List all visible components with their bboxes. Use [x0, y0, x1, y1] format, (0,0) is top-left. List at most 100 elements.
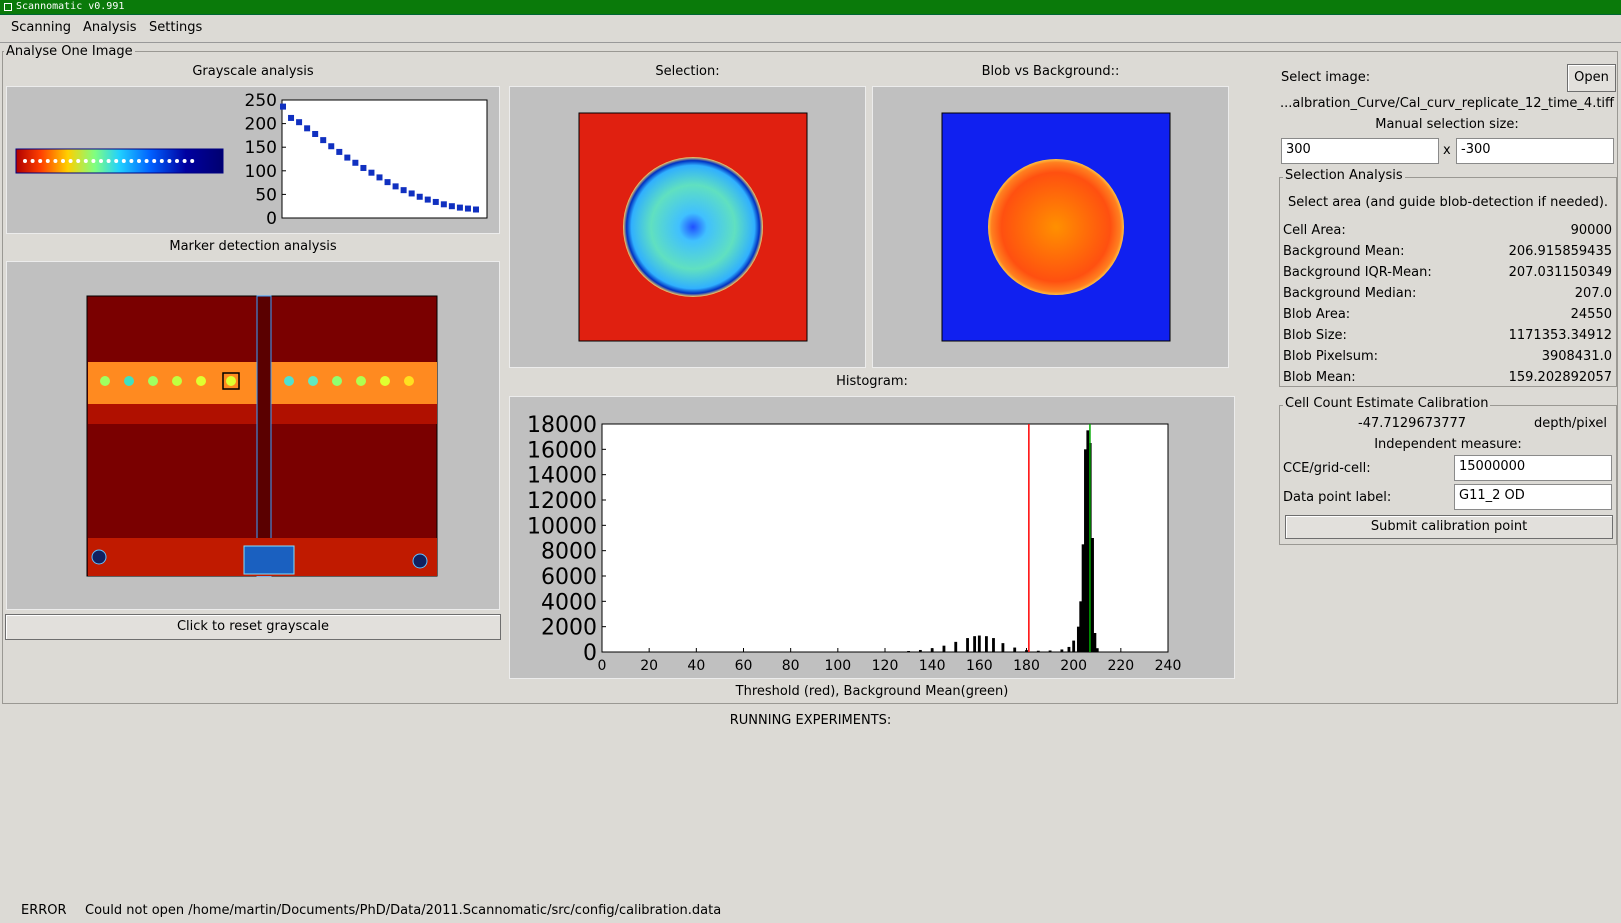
histogram-bar [1067, 646, 1071, 652]
histogram-bar [1084, 449, 1087, 652]
running-experiments-title: RUNNING EXPERIMENTS: [729, 713, 892, 728]
grayscale-strip-dot [99, 159, 103, 163]
window-menu-icon[interactable] [4, 3, 12, 11]
status-level: ERROR [21, 903, 67, 918]
selection-hint: Select area (and guide blob-detection if… [1287, 195, 1609, 210]
histogram-xtick-label: 200 [1060, 658, 1087, 674]
marker-selection-box[interactable] [222, 372, 240, 390]
selection-analysis-title: Selection Analysis [1283, 168, 1405, 183]
marker-area [6, 261, 500, 610]
selection-analysis-row-value: 159.202892057 [1508, 370, 1612, 385]
grayscale-strip-dot [121, 159, 126, 163]
blob-title: Blob vs Background:: [981, 64, 1120, 79]
reset-grayscale-button[interactable]: Click to reset grayscale [5, 614, 501, 640]
grayscale-point [336, 148, 343, 155]
grayscale-ytick-label: 150 [245, 138, 277, 158]
grayscale-point [352, 159, 359, 166]
selection-analysis-row-label: Blob Mean: [1283, 370, 1356, 385]
selection-analysis-row-value: 24550 [1570, 307, 1612, 322]
grayscale-strip-dot [137, 159, 141, 163]
grayscale-point [344, 154, 351, 161]
submit-calibration-button[interactable]: Submit calibration point [1285, 515, 1613, 539]
marker-dot [356, 376, 366, 386]
grayscale-point [400, 187, 407, 194]
histogram-bar [1095, 648, 1099, 652]
open-button[interactable]: Open [1567, 64, 1616, 92]
selection-analysis-row-label: Cell Area: [1283, 223, 1346, 238]
histogram-bar [984, 636, 988, 652]
selection-image[interactable] [510, 87, 865, 367]
panel-title: Analyse One Image [4, 44, 135, 59]
menu-scanning[interactable]: Scanning [11, 20, 71, 35]
histogram-bar [1036, 650, 1040, 652]
marker-dot [308, 376, 318, 386]
histogram-xtick-label: 240 [1155, 658, 1182, 674]
histogram-title: Histogram: [836, 374, 908, 389]
data-point-label-input[interactable]: G11_2 OD [1454, 484, 1612, 510]
grayscale-title: Grayscale analysis [192, 64, 314, 79]
selection-analysis-row-label: Background Mean: [1283, 244, 1405, 259]
marker-dot [172, 376, 182, 386]
histogram-caption: Threshold (red), Background Mean(green) [735, 684, 1009, 699]
blob-area [872, 86, 1229, 368]
grayscale-point [280, 103, 286, 110]
grayscale-point [360, 164, 367, 171]
histogram-bar [1060, 649, 1064, 652]
histogram-bar [1081, 544, 1085, 652]
window-title: Scannomatic v0.991 [16, 1, 125, 12]
histogram-bar [1086, 430, 1090, 652]
selection-analysis-row-label: Blob Area: [1283, 307, 1351, 322]
size-width-input[interactable]: 300 [1281, 138, 1439, 164]
grayscale-point [440, 201, 447, 208]
selection-analysis-row-value: 207.0 [1574, 286, 1612, 301]
file-path: ...albration_Curve/Cal_curv_replicate_12… [1280, 96, 1614, 111]
menu-settings[interactable]: Settings [149, 20, 203, 35]
selection-analysis-row-value: 90000 [1570, 223, 1612, 238]
cce-title: Cell Count Estimate Calibration [1283, 396, 1491, 411]
grayscale-strip-dot [106, 159, 111, 163]
histogram-ytick-label: 2000 [541, 616, 597, 641]
histogram-bar [1048, 650, 1052, 652]
grayscale-point [320, 137, 327, 144]
histogram-bar [942, 645, 946, 652]
grayscale-strip-dot [61, 159, 65, 163]
grayscale-point [288, 114, 295, 121]
marker-dot [196, 376, 206, 386]
grayscale-strip-dot [129, 159, 134, 163]
histogram-ytick-label: 10000 [527, 514, 597, 539]
selection-analysis-row-label: Background IQR-Mean: [1283, 265, 1432, 280]
cce-grid-cell-input[interactable]: 15000000 [1454, 455, 1612, 481]
marker-dot [284, 376, 294, 386]
grayscale-ytick-label: 100 [245, 162, 277, 182]
grayscale-strip-dot [144, 159, 149, 163]
grayscale-strip-dot [68, 159, 73, 163]
grayscale-point [432, 198, 439, 205]
grayscale-ytick-label: 250 [245, 91, 277, 111]
grayscale-point [424, 196, 431, 203]
grayscale-strip-dot [114, 159, 119, 163]
grayscale-point [456, 204, 463, 211]
grayscale-point [464, 205, 471, 212]
size-height-input[interactable]: -300 [1456, 138, 1614, 164]
grayscale-strip-dot [38, 159, 43, 163]
marker-dot [148, 376, 158, 386]
histogram-xtick-label: 180 [1013, 658, 1040, 674]
grayscale-strip-dot [182, 159, 187, 163]
menu-analysis[interactable]: Analysis [83, 20, 137, 35]
marker-dot [332, 376, 342, 386]
grayscale-strip-dot [159, 159, 164, 163]
marker-title: Marker detection analysis [169, 239, 337, 254]
histogram-ytick-label: 8000 [541, 540, 597, 565]
grayscale-ytick-label: 0 [266, 209, 277, 229]
grayscale-ytick-label: 50 [255, 185, 277, 205]
histogram-ytick-label: 16000 [527, 438, 597, 463]
marker-dot [124, 376, 134, 386]
grayscale-area: 0 50 100 150 200 250 [6, 86, 500, 234]
selection-analysis-row-value: 206.915859435 [1508, 244, 1612, 259]
histogram-xtick-label: 100 [824, 658, 851, 674]
histogram-bar [973, 636, 977, 652]
histogram-xtick-label: 0 [598, 658, 607, 674]
histogram-bar [907, 650, 910, 652]
grayscale-point [408, 190, 415, 197]
selection-area[interactable] [509, 86, 866, 368]
